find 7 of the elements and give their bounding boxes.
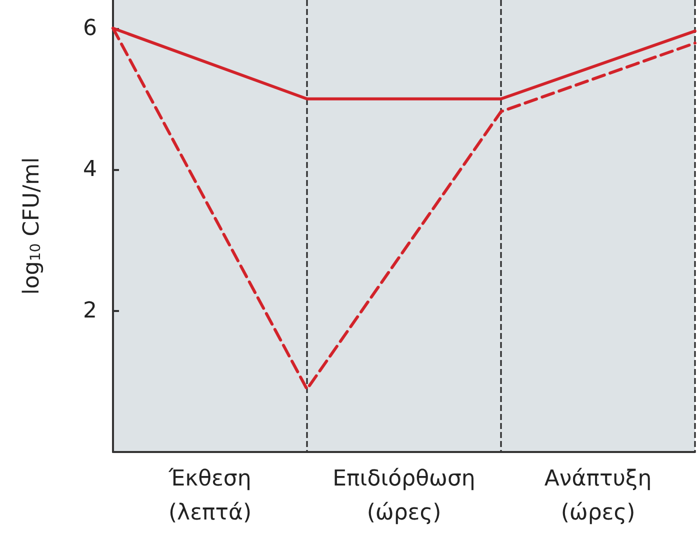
x-tick-label: Έκθεση (λεπτά) (168, 466, 252, 526)
x-tick-label: Επιδιόρθωση (ώρες) (332, 466, 476, 526)
y-tick-label: 4 (83, 157, 97, 182)
x-tick-label: Ανάπτυξη (ώρες) (544, 466, 652, 526)
y-axis-title: log10 CFU/ml (20, 157, 44, 295)
y-tick-label: 6 (83, 16, 97, 41)
y-tick-label: 2 (83, 298, 97, 324)
